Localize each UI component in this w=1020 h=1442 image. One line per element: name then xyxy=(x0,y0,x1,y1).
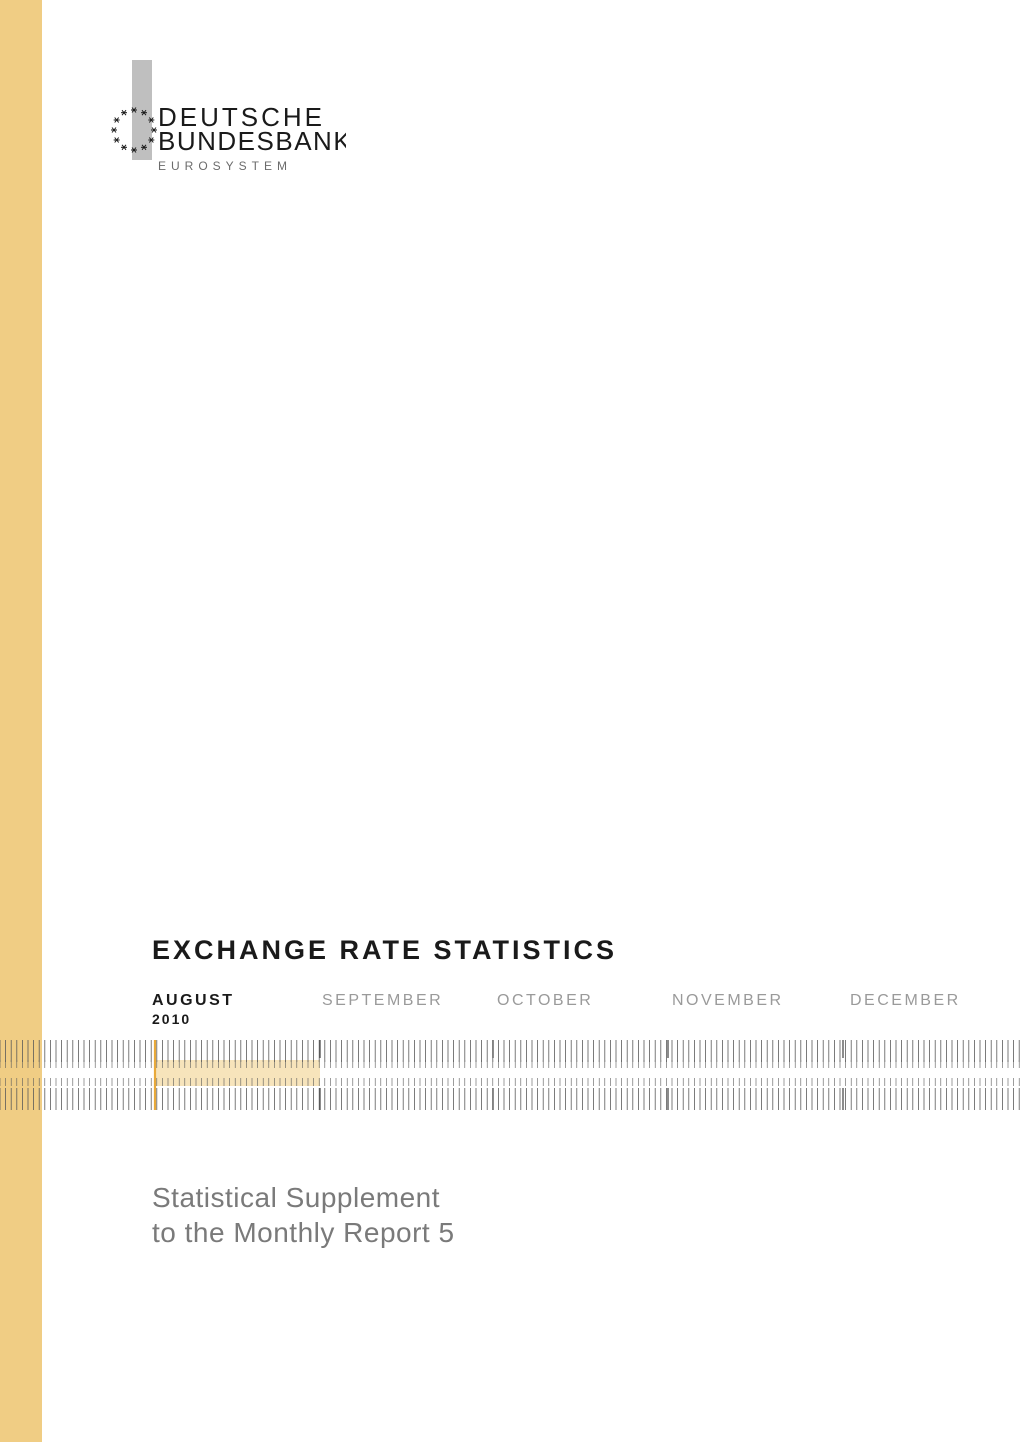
month-year: 2010 xyxy=(152,1012,235,1027)
month-label-october: OCTOBER xyxy=(497,992,593,1010)
svg-text:BUNDESBANK: BUNDESBANK xyxy=(158,126,346,156)
document-subtitle: Statistical Supplement to the Monthly Re… xyxy=(152,1180,455,1250)
month-label-november: NOVEMBER xyxy=(672,992,784,1010)
document-title: EXCHANGE RATE STATISTICS xyxy=(152,935,617,966)
subtitle-line2: to the Monthly Report 5 xyxy=(152,1217,455,1248)
bundesbank-logo-svg: DEUTSCHE BUNDESBANK EUROSYSTEM xyxy=(110,60,346,180)
left-accent-stripe xyxy=(0,0,42,1442)
subtitle-line1: Statistical Supplement xyxy=(152,1182,440,1213)
month-label-september: SEPTEMBER xyxy=(322,992,443,1010)
svg-text:EUROSYSTEM: EUROSYSTEM xyxy=(158,159,292,173)
bundesbank-logo: DEUTSCHE BUNDESBANK EUROSYSTEM xyxy=(110,60,346,180)
month-label-august: AUGUST2010 xyxy=(152,992,235,1027)
timeline-ruler xyxy=(0,1040,1020,1110)
month-label-december: DECEMBER xyxy=(850,992,961,1010)
